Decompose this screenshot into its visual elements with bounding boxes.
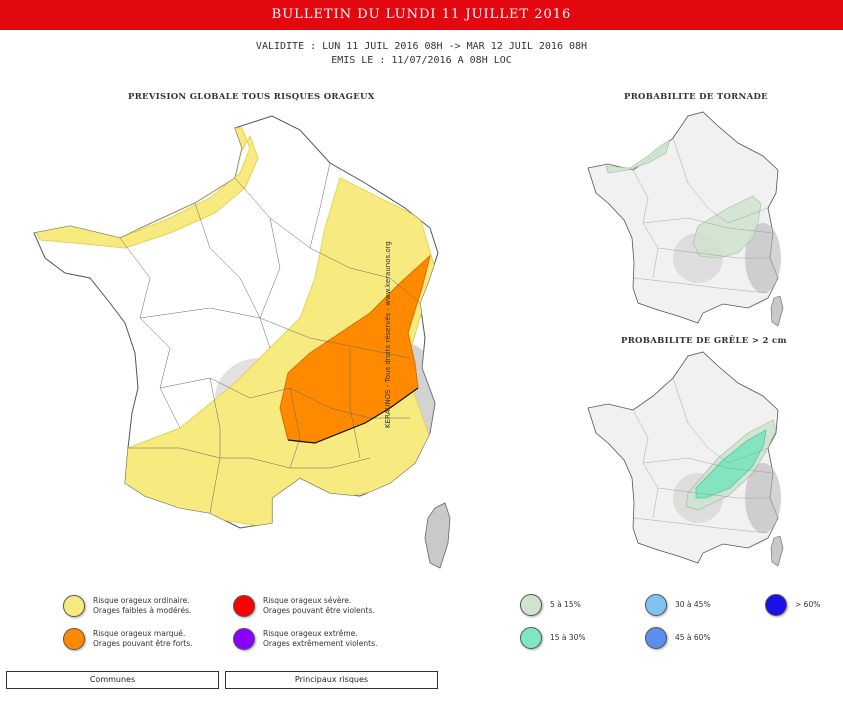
hail-zone-15-30 <box>695 429 767 499</box>
legend-dot-yellow <box>63 595 85 617</box>
hail-france-outline <box>587 351 779 564</box>
tornado-probability-map[interactable] <box>578 108 788 333</box>
tornado-france-outline <box>587 111 779 324</box>
tornado-zone-north <box>605 139 671 174</box>
legend-dot-orange <box>63 628 85 650</box>
legend-prob-5-15: 5 à 15% <box>520 594 581 616</box>
validity-line: VALIDITE : LUN 11 JUIL 2016 08H -> MAR 1… <box>255 41 588 52</box>
main-risk-map[interactable] <box>10 108 470 578</box>
legend-risk-extreme: Risque orageux extrême. Orages extrêmemen… <box>233 628 377 650</box>
communes-button[interactable]: Communes <box>6 671 219 689</box>
legend-dot-mint <box>520 627 542 649</box>
legend-dot-red <box>233 595 255 617</box>
legend-dot-mid-blue <box>645 627 667 649</box>
legend-prob-over-60: > 60% <box>765 594 820 616</box>
legend-risk-marked: Risque orageux marqué. Orages pouvant êtr… <box>63 628 192 650</box>
tornado-map-title: PROBABILITE DE TORNADE <box>624 92 768 102</box>
legend-risk-severe: Risque orageux sévère. Orages pouvant êtr… <box>233 595 375 617</box>
hail-map-title: PROBABILITE DE GRÊLE > 2 cm <box>621 336 787 346</box>
legend-risk-ordinary: Risque orageux ordinaire. Orages faibles … <box>63 595 191 617</box>
tornado-corsica <box>770 295 784 327</box>
legend-prob-15-30: 15 à 30% <box>520 627 586 649</box>
legend-prob-45-60: 45 à 60% <box>645 627 711 649</box>
hail-probability-map[interactable] <box>578 348 788 573</box>
legend-dot-dark-blue <box>765 594 787 616</box>
legend-prob-30-45: 30 à 45% <box>645 594 711 616</box>
issued-line: EMIS LE : 11/07/2016 A 08H LOC <box>331 55 512 66</box>
region-borders <box>119 162 421 514</box>
bulletin-banner: BULLETIN DU LUNDI 11 JUILLET 2016 <box>0 0 843 30</box>
orange-zone-outline <box>287 387 419 444</box>
legend-dot-light-blue <box>645 594 667 616</box>
tornado-zone-southeast <box>692 195 762 259</box>
copyright-credit: KERAUNOS - Tous droits réservés - www.ke… <box>384 241 392 428</box>
main-map-title: PREVISION GLOBALE TOUS RISQUES ORAGEUX <box>128 92 375 102</box>
legend-dot-pale-green <box>520 594 542 616</box>
hail-corsica <box>770 535 784 567</box>
corsica <box>424 502 451 569</box>
hail-borders <box>632 377 774 534</box>
principaux-risques-button[interactable]: Principaux risques <box>225 671 438 689</box>
tornado-borders <box>632 137 774 294</box>
legend-dot-purple <box>233 628 255 650</box>
validity-block: VALIDITE : LUN 11 JUIL 2016 08H -> MAR 1… <box>0 40 843 68</box>
